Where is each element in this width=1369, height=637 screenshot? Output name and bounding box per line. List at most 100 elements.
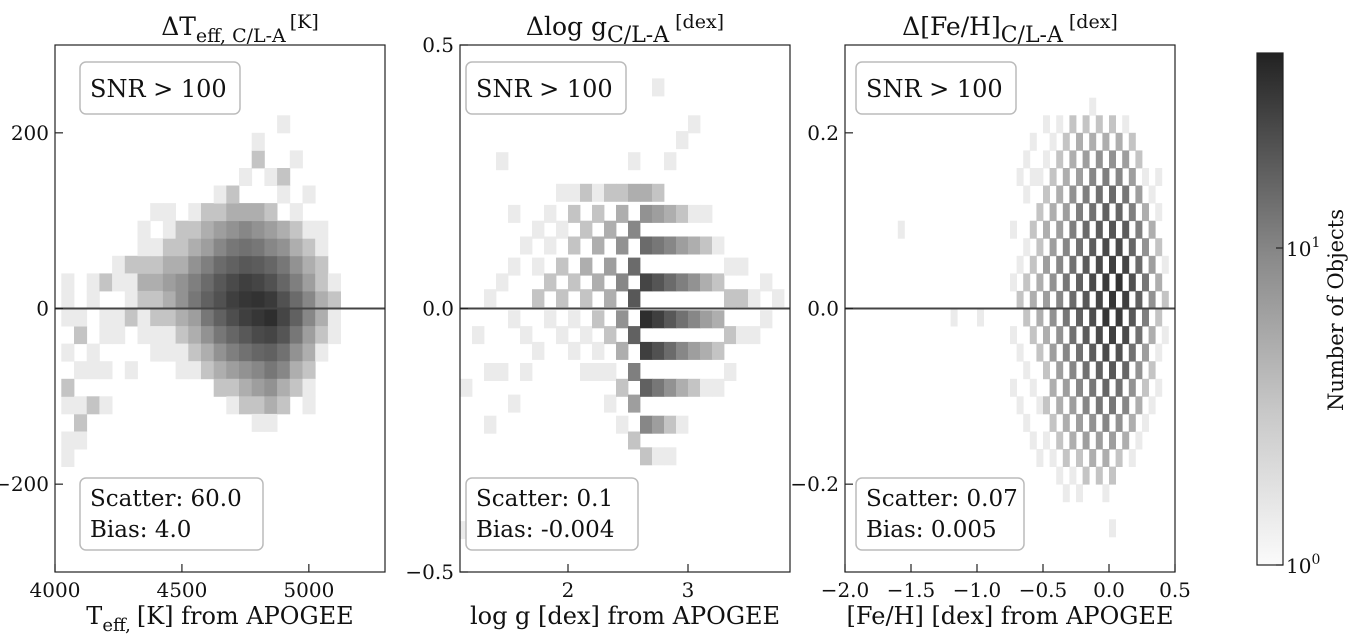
heatmap-cell [213,220,227,239]
heatmap-cell [736,257,749,276]
heatmap-cell [226,361,240,380]
heatmap-cell [664,378,677,397]
panel-title-feh: Δ[Fe/H]C/L-A[dex] [902,11,1118,48]
heatmap-cell [616,183,629,202]
heatmap-cell [99,396,113,415]
heatmap-cell [1062,343,1070,362]
heatmap-cell [1069,396,1077,415]
heatmap-cell [1148,396,1156,415]
heatmap-cell [1115,343,1123,362]
heatmap-cell [950,308,958,327]
heatmap-cell [640,183,653,202]
heatmap-cell [239,396,253,415]
heatmap-cell [616,310,629,329]
heatmap-cell [532,220,545,239]
heatmap-cell [977,308,984,327]
heatmap-cell [289,343,303,362]
heatmap-cells-teff [61,115,341,467]
heatmap-cell [472,326,485,345]
heatmap-cell [556,257,569,276]
heatmap-cell [302,361,316,380]
y-tick-label: 0.0 [422,297,454,321]
heatmap-cell [1122,150,1130,169]
y-tick-label: 200 [11,121,49,145]
heatmap-cell [700,273,713,292]
heatmap-cell [213,255,227,274]
heatmap-cell [1102,238,1110,257]
heatmap-cell [1062,203,1070,222]
heatmap-cell [1115,132,1123,151]
heatmap-cell [1010,378,1017,397]
heatmap-cell [315,238,329,257]
heatmap-cell [724,363,737,381]
heatmap-cell [1049,238,1057,257]
heatmap-cell [1029,431,1037,450]
heatmap-cell [748,289,761,308]
heatmap-cell [748,326,761,345]
heatmap-cell [251,413,265,432]
heatmap-cell [315,343,329,362]
colorbar-gradient [1256,52,1284,566]
heatmap-cell [1155,168,1163,186]
heatmap-cell [628,326,641,345]
heatmap-cell [1043,290,1050,309]
heatmap-cell [1095,361,1103,380]
colorbar-tick-label-top: 101 [1286,235,1320,261]
panel-title-logg: Δlog gC/L-A[dex] [526,11,724,48]
heatmap-cell [239,273,253,292]
heatmap-cell [277,168,291,186]
heatmap-cell [652,447,665,466]
heatmap-cell [1109,519,1116,538]
heatmap-cell [1069,431,1077,450]
heatmap-cell [251,326,265,345]
heatmap-cell [1056,466,1064,485]
heatmap-cell [1109,220,1116,239]
heatmap-cell [652,78,665,97]
heatmap-cell [1102,132,1110,151]
heatmap-cell [99,273,113,292]
heatmap-cell [1161,255,1169,274]
heatmap-cell [264,413,278,432]
heatmap-cell [188,361,202,380]
heatmap-cell [1076,413,1083,432]
heatmap-cell [327,326,341,345]
heatmap-cell [251,396,265,415]
heatmap-cell [188,238,202,257]
heatmap-cell [1102,484,1110,503]
heatmap-cell [1082,115,1090,134]
heatmap-cell [1062,308,1070,327]
heatmap-cell [1122,361,1130,380]
ticks-logg: 2 3 −0.5 0.0 0.5 [405,33,694,602]
x-tick-label: 5000 [283,578,334,602]
heatmap-cell [150,238,164,257]
heatmap-cell [289,238,303,257]
heatmap-cell [61,343,75,362]
heatmap-cell [1095,115,1103,134]
heatmap-cell [201,326,215,345]
heatmap-cell [99,308,113,327]
heatmap-cell [1010,220,1017,239]
heatmap-cell [1036,273,1044,292]
heatmap-cell [124,290,138,309]
heatmap-cell [239,168,253,186]
heatmap-cell [188,220,202,239]
heatmap-cell [74,361,88,380]
heatmap-cell [508,204,521,223]
heatmap-cell [1056,361,1064,380]
snr-label-feh: SNR > 100 [866,75,1003,103]
heatmap-cell [712,341,725,360]
heatmap-cell [712,273,725,292]
heatmap-cell [1069,185,1077,204]
stats-box-logg [465,477,639,551]
heatmap-cell [150,308,164,327]
heatmap-cell [640,204,653,223]
heatmap-cell [315,220,329,239]
heatmap-cell [1023,361,1031,380]
heatmap-cell [1148,185,1156,204]
heatmap-cell [580,220,593,239]
heatmap-cell [1102,413,1110,432]
heatmap-cell [1128,343,1136,362]
heatmap-cell [1135,431,1143,450]
heatmap-cell [1029,378,1037,397]
heatmap-cell [652,273,665,292]
